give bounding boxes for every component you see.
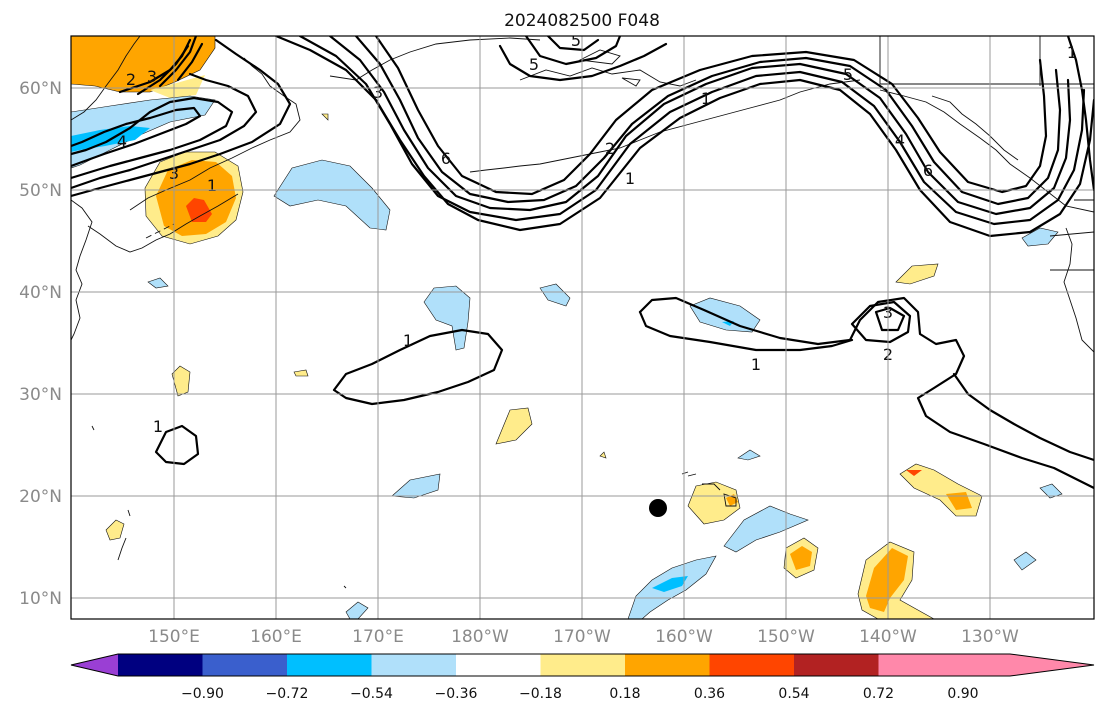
contour-label: 1: [207, 176, 217, 195]
colorbar-segment: [794, 654, 879, 676]
lon-label: 130°W: [961, 627, 1019, 647]
colorbar-segment: [878, 654, 963, 676]
colorbar-segment: [202, 654, 287, 676]
latitude-labels: 60°N 50°N 40°N 30°N 20°N 10°N: [19, 79, 62, 609]
contour-label: 1: [403, 331, 413, 350]
lat-label: 60°N: [19, 79, 62, 99]
colorbar-segment: [371, 654, 456, 676]
contour-label: 5: [529, 55, 539, 74]
colorbar-tick-label: 0.90: [947, 686, 978, 702]
colorbar-tick-label: 0.72: [863, 686, 894, 702]
lat-label: 50°N: [19, 181, 62, 201]
lat-label: 20°N: [19, 487, 62, 507]
colorbar-tick-label: −0.36: [435, 686, 478, 702]
contour-label: 1: [701, 89, 711, 108]
contour-label: 5: [843, 65, 853, 84]
colorbar-segment: [540, 654, 625, 676]
lat-label: 10°N: [19, 589, 62, 609]
colorbar-segment: [456, 654, 541, 676]
colorbar-extend-min: [71, 654, 118, 676]
lon-label: 160°E: [250, 627, 302, 647]
colorbar-tick-label: 0.36: [694, 686, 725, 702]
lat-label: 30°N: [19, 385, 62, 405]
map-title: 2024082500 F048: [504, 11, 660, 31]
colorbar-tick-label: 0.18: [609, 686, 640, 702]
map-panel: 4 3 1 2 3 5 5 3 6 1 2 1 1 3 2 1 5 4 6 1: [70, 31, 1095, 620]
contour-label: 2: [126, 70, 136, 89]
gridlines: [71, 36, 1094, 619]
colorbar-tick-label: −0.90: [181, 686, 224, 702]
contour-label: 2: [605, 139, 615, 158]
colorbar-segment: [709, 654, 794, 676]
colorbar-tick-label: 0.54: [778, 686, 809, 702]
contour-label: 5: [571, 31, 581, 50]
shade-positive-hawaii: [687, 481, 741, 525]
lon-label: 150°E: [148, 627, 200, 647]
colorbar-outline: [70, 653, 1095, 677]
colorbar-segment: [118, 654, 203, 676]
lon-label: 180°W: [451, 627, 509, 647]
lon-label: 170°W: [553, 627, 611, 647]
lon-label: 150°W: [757, 627, 815, 647]
contour-label: 6: [441, 149, 451, 168]
colorbar-tick-label: −0.18: [519, 686, 562, 702]
colorbar-extend-max: [963, 654, 1094, 676]
lat-label: 40°N: [19, 283, 62, 303]
colorbar-segment: [287, 654, 372, 676]
contour-label: 1: [751, 355, 761, 374]
lon-label: 160°W: [655, 627, 713, 647]
longitude-labels: 150°E 160°E 170°E 180°W 170°W 160°W 150°…: [148, 627, 1019, 647]
contour-label: 4: [895, 131, 905, 150]
contour-label: 3: [147, 67, 157, 86]
colorbar-segment: [625, 654, 710, 676]
lon-label: 170°E: [352, 627, 404, 647]
colorbar-tick-label: −0.72: [266, 686, 309, 702]
contour-label: 4: [117, 132, 127, 151]
contour-label: 1: [1067, 43, 1077, 62]
map-frame: [70, 35, 1095, 620]
colorbar-tick-label: −0.54: [350, 686, 393, 702]
storm-center-marker: [649, 499, 667, 517]
contour-label: 1: [625, 169, 635, 188]
lon-label: 140°W: [859, 627, 917, 647]
contour-label: 6: [923, 161, 933, 180]
colorbar: −0.90 −0.72 −0.54 −0.36 −0.18 0.18 0.36 …: [70, 653, 1095, 702]
shade-negative-nwpac: [273, 159, 391, 231]
shade-negative-center: [423, 285, 471, 351]
contour-label: 1: [153, 417, 163, 436]
